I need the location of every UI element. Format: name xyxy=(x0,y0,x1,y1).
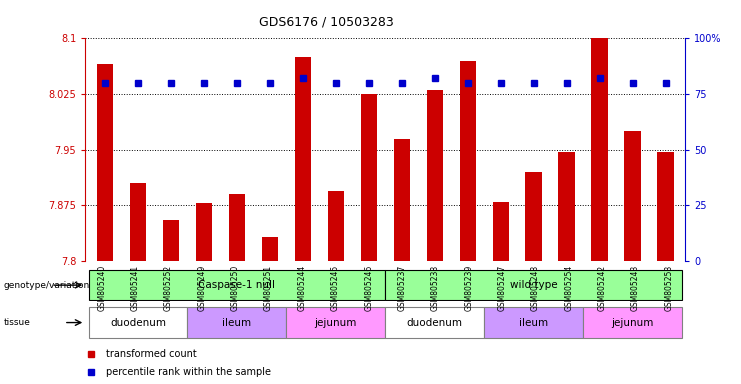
Bar xyxy=(427,90,443,261)
Bar xyxy=(559,152,575,261)
Text: GSM805244: GSM805244 xyxy=(297,265,307,311)
Bar xyxy=(97,65,113,261)
Text: GSM805250: GSM805250 xyxy=(230,265,240,311)
Text: percentile rank within the sample: percentile rank within the sample xyxy=(105,367,270,377)
Bar xyxy=(393,139,410,261)
Bar xyxy=(163,220,179,261)
Text: tissue: tissue xyxy=(4,318,30,327)
Bar xyxy=(262,237,278,261)
Bar xyxy=(385,270,682,300)
Bar xyxy=(485,307,583,338)
Text: Caspase-1 null: Caspase-1 null xyxy=(199,280,276,290)
Text: GSM805254: GSM805254 xyxy=(564,265,574,311)
Text: ileum: ileum xyxy=(519,318,548,328)
Bar xyxy=(493,202,509,261)
Bar xyxy=(130,183,146,261)
Bar xyxy=(187,307,286,338)
Text: GSM805239: GSM805239 xyxy=(464,265,473,311)
Bar xyxy=(328,190,344,261)
Bar xyxy=(591,38,608,261)
Text: GSM805251: GSM805251 xyxy=(264,265,273,311)
Text: GSM805241: GSM805241 xyxy=(130,265,140,311)
Bar xyxy=(525,172,542,261)
Text: transformed count: transformed count xyxy=(105,349,196,359)
Bar xyxy=(88,307,187,338)
Text: genotype/variation: genotype/variation xyxy=(4,281,90,290)
Bar xyxy=(196,203,212,261)
Text: GSM805252: GSM805252 xyxy=(164,265,173,311)
Text: GSM805246: GSM805246 xyxy=(364,265,373,311)
Text: GSM805248: GSM805248 xyxy=(531,265,540,311)
Bar xyxy=(583,307,682,338)
Text: GSM805245: GSM805245 xyxy=(330,265,340,311)
Bar xyxy=(88,270,385,300)
Text: GSM805243: GSM805243 xyxy=(631,265,640,311)
Text: GSM805240: GSM805240 xyxy=(97,265,107,311)
Text: GDS6176 / 10503283: GDS6176 / 10503283 xyxy=(259,15,393,28)
Text: ileum: ileum xyxy=(222,318,251,328)
Bar xyxy=(229,194,245,261)
Text: duodenum: duodenum xyxy=(407,318,463,328)
Bar xyxy=(657,152,674,261)
Text: GSM805242: GSM805242 xyxy=(597,265,607,311)
Bar xyxy=(385,307,485,338)
Bar xyxy=(295,57,311,261)
Bar xyxy=(459,61,476,261)
Text: GSM805237: GSM805237 xyxy=(397,265,407,311)
Text: jejunum: jejunum xyxy=(315,318,357,328)
Text: GSM805247: GSM805247 xyxy=(497,265,507,311)
Text: GSM805249: GSM805249 xyxy=(197,265,207,311)
Text: GSM805238: GSM805238 xyxy=(431,265,440,311)
Bar xyxy=(625,131,641,261)
Text: GSM805253: GSM805253 xyxy=(664,265,674,311)
Text: jejunum: jejunum xyxy=(611,318,654,328)
Text: duodenum: duodenum xyxy=(110,318,166,328)
Bar xyxy=(286,307,385,338)
Bar xyxy=(361,94,377,261)
Text: wild type: wild type xyxy=(510,280,557,290)
